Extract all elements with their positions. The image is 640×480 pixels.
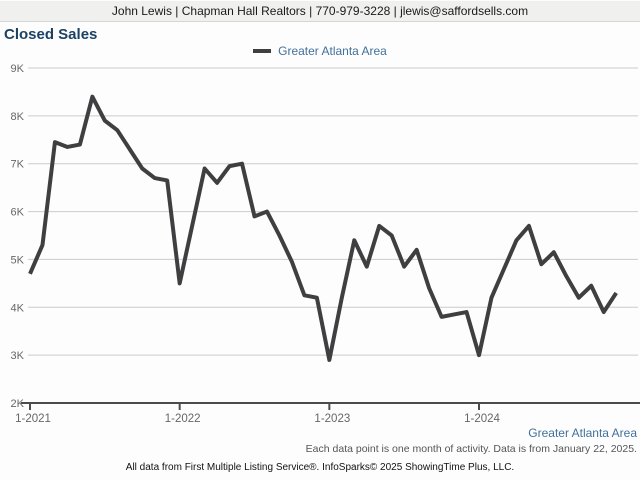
footer-data-note: Each data point is one month of activity… (305, 443, 637, 455)
agent-contact-info: John Lewis | Chapman Hall Realtors | 770… (111, 4, 529, 18)
y-axis-tick-label: 8K (11, 111, 25, 123)
x-axis-tick-label: 1-2022 (165, 413, 201, 425)
y-axis-tick-label: 7K (11, 159, 25, 171)
y-axis-tick-label: 4K (11, 302, 25, 314)
y-axis-tick-label: 6K (11, 207, 25, 219)
y-axis-tick-label: 9K (11, 63, 25, 75)
closed-sales-line-chart: 2K 3K 4K 5K 6K 7K 8K 9K 1-2021 1-2022 1-2023 1-2024 (11, 63, 640, 425)
x-axis-tick-label: 1-2023 (314, 413, 350, 425)
x-axis-tick-label: 1-2021 (15, 413, 51, 425)
series-line (28, 94, 618, 362)
chart-legend: Greater Atlanta Area (0, 44, 640, 58)
y-axis-tick-label: 3K (11, 350, 25, 362)
legend-label: Greater Atlanta Area (278, 44, 387, 58)
y-axis-tick-label: 5K (11, 254, 25, 266)
page-title: Closed Sales (4, 26, 98, 43)
footer-attribution: All data from First Multiple Listing Ser… (125, 462, 515, 473)
legend-line-swatch (253, 49, 272, 53)
x-axis-tick-label: 1-2024 (464, 413, 500, 425)
y-axis-tick-label: 2K (11, 398, 25, 410)
header-bar: John Lewis | Chapman Hall Realtors | 770… (0, 1, 640, 22)
footer-region-label: Greater Atlanta Area (528, 426, 637, 440)
